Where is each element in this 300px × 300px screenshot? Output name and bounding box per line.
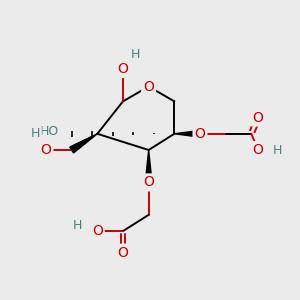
Text: HO: HO — [40, 124, 59, 138]
Text: O: O — [253, 143, 263, 157]
Text: O: O — [40, 143, 51, 157]
Polygon shape — [174, 130, 200, 137]
Text: O: O — [118, 246, 128, 260]
Text: O: O — [194, 127, 206, 141]
Text: O: O — [143, 80, 154, 94]
Text: H: H — [31, 127, 40, 140]
Text: H: H — [130, 48, 140, 61]
Text: O: O — [253, 111, 263, 124]
Text: H: H — [73, 219, 83, 232]
Polygon shape — [70, 134, 97, 153]
Polygon shape — [145, 150, 152, 182]
Text: O: O — [118, 62, 128, 76]
Text: O: O — [143, 176, 154, 189]
Text: H: H — [273, 143, 282, 157]
Text: O: O — [92, 224, 103, 238]
